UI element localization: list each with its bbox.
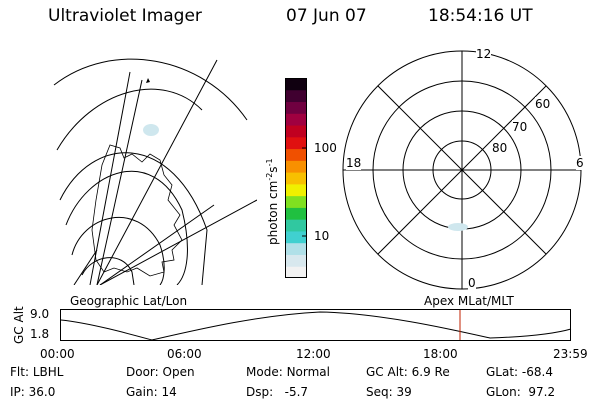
colorbar-cell: [285, 148, 307, 161]
continent-outline: [91, 144, 183, 277]
colorbar-cell: [285, 125, 307, 138]
colorbar: [285, 78, 307, 278]
lat-label-60: 60: [535, 97, 551, 111]
date-label: 07 Jun 07: [286, 6, 367, 26]
colorbar-cell: [285, 183, 307, 197]
colorbar-cell: [285, 207, 307, 220]
xtick-0600: 06:00: [167, 347, 202, 361]
aurora-spot: [143, 124, 159, 136]
lon-line: [99, 204, 215, 285]
polar-caption: Apex MLat/MLT: [424, 294, 514, 308]
mlt-label-6: 6: [576, 156, 584, 170]
xtick-1800: 18:00: [423, 347, 458, 361]
lon-line: [96, 79, 143, 285]
altitude-ylabel: GC Alt: [12, 306, 26, 344]
time-label: 18:54:16 UT: [428, 6, 533, 26]
colorbar-cell: [285, 172, 307, 185]
lon-line: [89, 71, 131, 285]
aurora-spot: [448, 223, 468, 231]
mlt-line-diagonal: [377, 85, 547, 255]
info-glat: GLat: -68.4: [486, 365, 553, 379]
altitude-curve: [60, 311, 572, 341]
altitude-plot: [60, 309, 572, 341]
xtick-2359: 23:59: [553, 347, 588, 361]
info-ip: IP: 36.0: [10, 385, 56, 399]
colorbar-cell: [285, 219, 307, 232]
colorbar-cell: [285, 136, 307, 150]
colorbar-cell: [285, 160, 307, 173]
colorbar-cell: [285, 266, 307, 278]
info-gcalt: GC Alt: 6.9 Re: [366, 365, 450, 379]
colorbar-tick-100: 100: [314, 141, 337, 155]
mlt-label-12: 12: [476, 47, 492, 61]
lon-line: [99, 199, 257, 285]
colorbar-cell: [285, 230, 307, 244]
colorbar-cell: [285, 89, 307, 103]
colorbar-cell: [285, 254, 307, 267]
info-gain: Gain: 14: [126, 385, 177, 399]
lat-arc: [59, 152, 208, 285]
colorbar-unit-label: photon cm-2s-1: [265, 158, 280, 245]
info-filter: Flt: LBHL: [10, 365, 64, 379]
lat-arc: [53, 58, 248, 121]
altitude-ytick-low: 1.8: [30, 327, 50, 341]
info-door: Door: Open: [126, 365, 195, 379]
lat-label-70: 70: [512, 120, 528, 134]
lon-line: [73, 249, 98, 285]
info-mode: Mode: Normal: [246, 365, 330, 379]
pole-marker: [146, 78, 150, 83]
info-dsp: Dsp: -5.7: [246, 385, 309, 399]
polar-plot: [342, 50, 582, 290]
geographic-caption: Geographic Lat/Lon: [70, 294, 188, 308]
xtick-1200: 12:00: [296, 347, 331, 361]
geographic-map: [53, 58, 257, 285]
colorbar-cell: [285, 113, 307, 126]
info-seq: Seq: 39: [366, 385, 412, 399]
xtick-0000: 00:00: [40, 347, 75, 361]
lat-arc: [71, 217, 165, 285]
colorbar-cell: [285, 195, 307, 208]
mlt-label-18: 18: [346, 156, 362, 170]
info-glon: GLon: 97.2: [486, 385, 556, 399]
colorbar-cell: [285, 242, 307, 255]
lat-arc: [65, 170, 188, 285]
lat-label-80: 80: [492, 141, 508, 155]
altitude-ytick-high: 9.0: [30, 307, 50, 321]
colorbar-cell: [285, 101, 307, 114]
colorbar-tick-10: 10: [314, 229, 330, 243]
lat-arc: [81, 257, 135, 285]
lat-arc: [56, 88, 203, 151]
app-title: Ultraviolet Imager: [48, 6, 202, 26]
lon-line: [96, 59, 218, 285]
mlt-label-0: 0: [468, 276, 476, 290]
colorbar-cell: [285, 78, 307, 91]
